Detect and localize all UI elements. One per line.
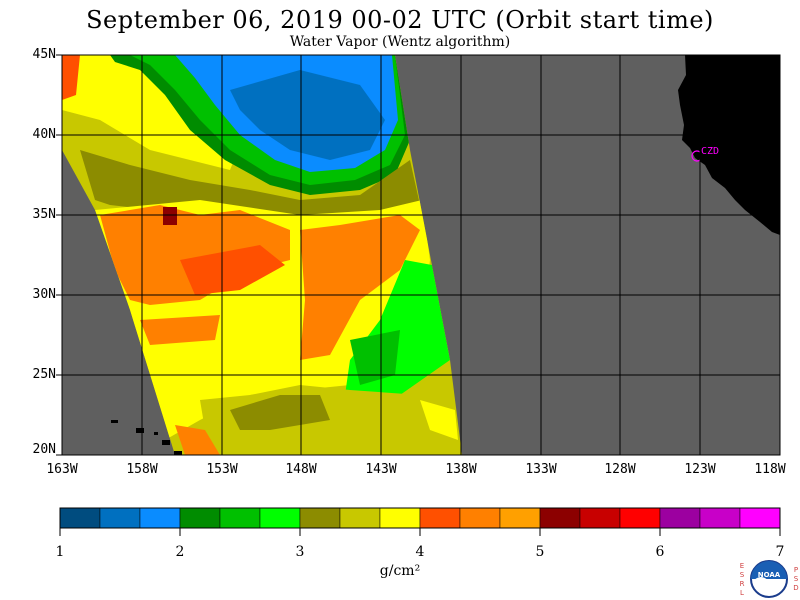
colorbar-units: g/cm² <box>379 563 421 579</box>
lon-label-158w: 158W <box>126 462 158 477</box>
logo-letter-e: E <box>739 562 745 570</box>
lat-label-30n: 30N <box>32 287 56 302</box>
lat-label-25n: 25N <box>32 367 56 382</box>
station-label: CZD <box>701 146 720 157</box>
logo-letter-s2: S <box>793 575 799 583</box>
land-west-coast <box>678 55 780 235</box>
lon-label-123w: 123W <box>684 462 716 477</box>
hawaii-islands <box>111 420 182 455</box>
lon-label-133w: 133W <box>525 462 557 477</box>
colorbar-tick-1: 1 <box>55 544 65 560</box>
noaa-logo: E S R L NOAA P S D <box>738 558 800 600</box>
logo-letter-r: R <box>739 580 745 588</box>
colorbar-tick-7: 7 <box>775 544 785 560</box>
lon-label-148w: 148W <box>285 462 317 477</box>
logo-letter-s: S <box>739 571 745 579</box>
logo-letter-p: P <box>793 566 799 574</box>
logo-letter-l: L <box>740 589 744 597</box>
lat-label-45n: 45N <box>32 47 56 62</box>
noaa-emblem: NOAA <box>750 560 788 598</box>
lon-label-163w: 163W <box>46 462 78 477</box>
lon-label-118w: 118W <box>754 462 786 477</box>
lon-label-153w: 153W <box>206 462 238 477</box>
map-frame <box>61 54 781 456</box>
colorbar-tick-2: 2 <box>175 544 185 560</box>
colorbar-tick-3: 3 <box>295 544 305 560</box>
lon-label-128w: 128W <box>604 462 636 477</box>
lon-label-138w: 138W <box>445 462 477 477</box>
logo-noaa-text: NOAA <box>758 571 781 579</box>
colorbar-tick-5: 5 <box>535 544 545 560</box>
lon-label-143w: 143W <box>365 462 397 477</box>
map-subtitle: Water Vapor (Wentz algorithm) <box>289 34 511 50</box>
lat-label-40n: 40N <box>32 127 56 142</box>
colorbar-tick-6: 6 <box>655 544 665 560</box>
map-title: September 06, 2019 00-02 UTC (Orbit star… <box>86 6 714 34</box>
lat-label-20n: 20N <box>32 442 56 457</box>
lat-label-35n: 35N <box>32 207 56 222</box>
graticule <box>62 55 780 455</box>
colorbar-tick-4: 4 <box>415 544 425 560</box>
station-marker <box>691 150 701 162</box>
satellite-swath <box>62 55 462 455</box>
logo-letter-d: D <box>793 584 799 592</box>
